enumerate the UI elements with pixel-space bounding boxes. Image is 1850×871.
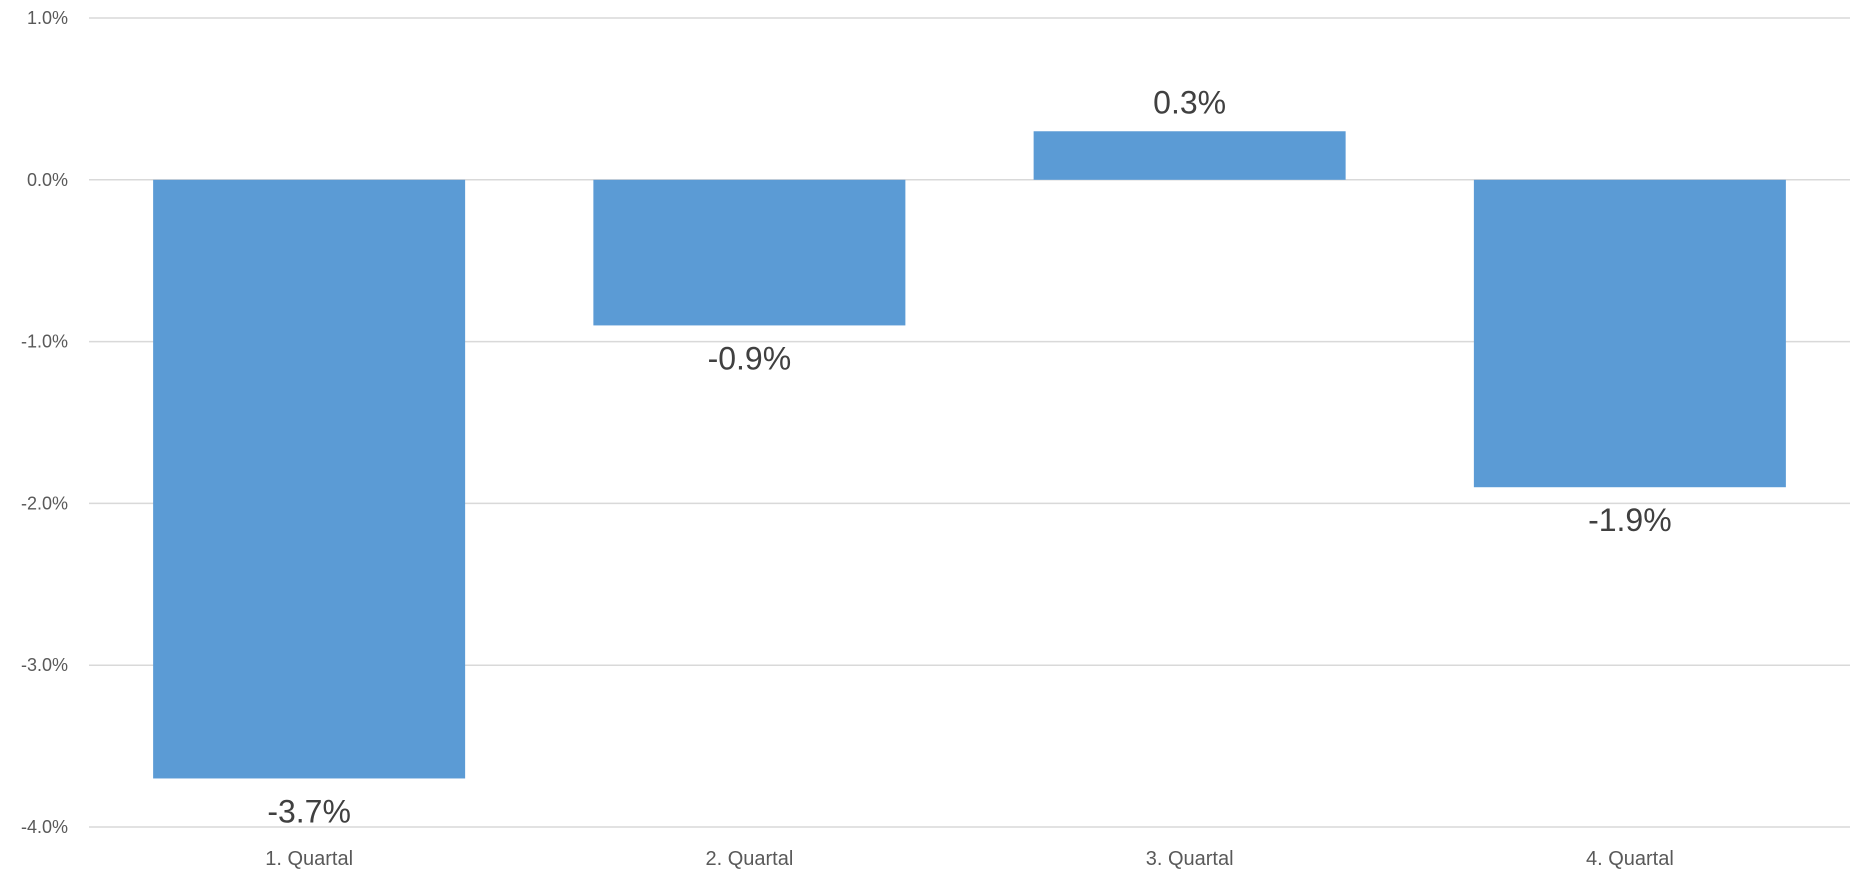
- y-tick-label: 0.0%: [27, 170, 68, 190]
- y-tick-label: -4.0%: [21, 817, 68, 837]
- bar: [1033, 131, 1346, 180]
- bars: [153, 131, 1786, 779]
- x-tick-label: 3. Quartal: [1146, 848, 1234, 870]
- y-tick-label: -3.0%: [21, 655, 68, 675]
- bar: [153, 179, 466, 779]
- y-tick-label: 1.0%: [27, 8, 68, 28]
- x-tick-label: 1. Quartal: [265, 848, 353, 870]
- x-axis-tick-labels: 1. Quartal 2. Quartal 3. Quartal 4. Quartal: [265, 848, 1674, 870]
- x-tick-label: 2. Quartal: [705, 848, 793, 870]
- bar: [1473, 179, 1786, 488]
- data-label: -0.9%: [708, 340, 792, 376]
- y-axis-tick-labels: 1.0% 0.0% -1.0% -2.0% -3.0% -4.0%: [21, 8, 68, 837]
- data-label: -3.7%: [267, 793, 351, 829]
- y-tick-label: -2.0%: [21, 493, 68, 513]
- data-labels: -3.7% -0.9% 0.3% -1.9%: [267, 84, 1671, 829]
- y-tick-label: -1.0%: [21, 332, 68, 352]
- x-tick-label: 4. Quartal: [1586, 848, 1674, 870]
- bar: [593, 179, 906, 326]
- data-label: 0.3%: [1153, 84, 1226, 120]
- data-label: -1.9%: [1588, 502, 1672, 538]
